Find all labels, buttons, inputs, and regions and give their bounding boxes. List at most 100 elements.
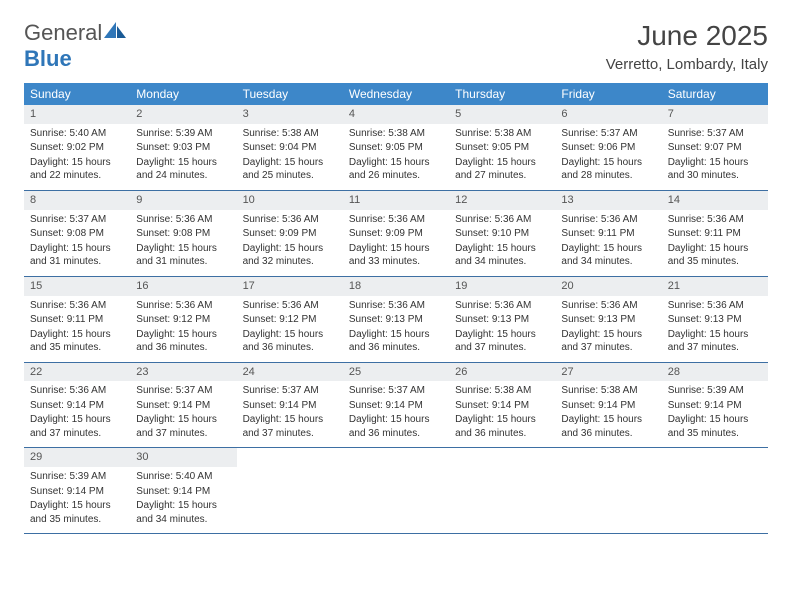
calendar-day [343,448,449,533]
daylight-line: Daylight: 15 hours and 36 minutes. [561,413,655,440]
day-details: Sunrise: 5:37 AMSunset: 9:14 PMDaylight:… [343,381,449,447]
daylight-line: Daylight: 15 hours and 35 minutes. [30,328,124,355]
title-block: June 2025 Verretto, Lombardy, Italy [606,20,768,73]
dow-header: Thursday [449,83,555,105]
calendar-day: 18Sunrise: 5:36 AMSunset: 9:13 PMDayligh… [343,277,449,362]
sunrise-line: Sunrise: 5:36 AM [243,299,337,313]
sunset-line: Sunset: 9:05 PM [349,141,443,155]
calendar-week: 8Sunrise: 5:37 AMSunset: 9:08 PMDaylight… [24,191,768,277]
sunrise-line: Sunrise: 5:36 AM [349,299,443,313]
day-number: 26 [449,363,555,382]
daylight-line: Daylight: 15 hours and 31 minutes. [30,242,124,269]
day-number: 3 [237,105,343,124]
sunset-line: Sunset: 9:13 PM [349,313,443,327]
day-number: 28 [662,363,768,382]
calendar-week: 1Sunrise: 5:40 AMSunset: 9:02 PMDaylight… [24,105,768,191]
day-number: 18 [343,277,449,296]
calendar-day [555,448,661,533]
sunset-line: Sunset: 9:09 PM [243,227,337,241]
daylight-line: Daylight: 15 hours and 27 minutes. [455,156,549,183]
calendar-day: 11Sunrise: 5:36 AMSunset: 9:09 PMDayligh… [343,191,449,276]
sunrise-line: Sunrise: 5:38 AM [561,384,655,398]
day-number: 30 [130,448,236,467]
daylight-line: Daylight: 15 hours and 22 minutes. [30,156,124,183]
calendar-week: 29Sunrise: 5:39 AMSunset: 9:14 PMDayligh… [24,448,768,534]
sunset-line: Sunset: 9:14 PM [561,399,655,413]
day-number: 23 [130,363,236,382]
sunrise-line: Sunrise: 5:36 AM [30,299,124,313]
day-details: Sunrise: 5:37 AMSunset: 9:06 PMDaylight:… [555,124,661,190]
sunset-line: Sunset: 9:04 PM [243,141,337,155]
sunset-line: Sunset: 9:14 PM [30,399,124,413]
dow-header: Saturday [662,83,768,105]
daylight-line: Daylight: 15 hours and 24 minutes. [136,156,230,183]
sunrise-line: Sunrise: 5:36 AM [136,299,230,313]
calendar-day: 26Sunrise: 5:38 AMSunset: 9:14 PMDayligh… [449,363,555,448]
daylight-line: Daylight: 15 hours and 37 minutes. [30,413,124,440]
day-number: 12 [449,191,555,210]
sunset-line: Sunset: 9:08 PM [30,227,124,241]
calendar-day: 9Sunrise: 5:36 AMSunset: 9:08 PMDaylight… [130,191,236,276]
sunset-line: Sunset: 9:12 PM [136,313,230,327]
calendar-day: 4Sunrise: 5:38 AMSunset: 9:05 PMDaylight… [343,105,449,190]
day-number: 27 [555,363,661,382]
sunset-line: Sunset: 9:13 PM [668,313,762,327]
day-details: Sunrise: 5:38 AMSunset: 9:05 PMDaylight:… [343,124,449,190]
sunset-line: Sunset: 9:13 PM [455,313,549,327]
sunrise-line: Sunrise: 5:36 AM [30,384,124,398]
day-details: Sunrise: 5:36 AMSunset: 9:13 PMDaylight:… [662,296,768,362]
day-details: Sunrise: 5:36 AMSunset: 9:10 PMDaylight:… [449,210,555,276]
calendar-day: 14Sunrise: 5:36 AMSunset: 9:11 PMDayligh… [662,191,768,276]
sunrise-line: Sunrise: 5:36 AM [561,299,655,313]
day-details: Sunrise: 5:36 AMSunset: 9:14 PMDaylight:… [24,381,130,447]
sunrise-line: Sunrise: 5:36 AM [668,299,762,313]
day-number: 25 [343,363,449,382]
sunset-line: Sunset: 9:14 PM [30,485,124,499]
day-details: Sunrise: 5:38 AMSunset: 9:04 PMDaylight:… [237,124,343,190]
logo: GeneralBlue [24,20,128,72]
calendar-day: 5Sunrise: 5:38 AMSunset: 9:05 PMDaylight… [449,105,555,190]
day-number: 15 [24,277,130,296]
sunrise-line: Sunrise: 5:37 AM [349,384,443,398]
day-details: Sunrise: 5:36 AMSunset: 9:13 PMDaylight:… [555,296,661,362]
calendar-week: 22Sunrise: 5:36 AMSunset: 9:14 PMDayligh… [24,363,768,449]
logo-word1: General [24,20,102,45]
daylight-line: Daylight: 15 hours and 35 minutes. [30,499,124,526]
day-number: 22 [24,363,130,382]
month-title: June 2025 [606,20,768,52]
calendar: SundayMondayTuesdayWednesdayThursdayFrid… [24,83,768,534]
sunset-line: Sunset: 9:11 PM [561,227,655,241]
day-details: Sunrise: 5:36 AMSunset: 9:11 PMDaylight:… [555,210,661,276]
calendar-day: 2Sunrise: 5:39 AMSunset: 9:03 PMDaylight… [130,105,236,190]
dow-header: Sunday [24,83,130,105]
day-number: 14 [662,191,768,210]
sunrise-line: Sunrise: 5:37 AM [30,213,124,227]
sunset-line: Sunset: 9:11 PM [30,313,124,327]
daylight-line: Daylight: 15 hours and 26 minutes. [349,156,443,183]
day-details: Sunrise: 5:36 AMSunset: 9:08 PMDaylight:… [130,210,236,276]
sunset-line: Sunset: 9:11 PM [668,227,762,241]
calendar-day: 16Sunrise: 5:36 AMSunset: 9:12 PMDayligh… [130,277,236,362]
sunrise-line: Sunrise: 5:36 AM [561,213,655,227]
sunrise-line: Sunrise: 5:36 AM [455,299,549,313]
day-details: Sunrise: 5:36 AMSunset: 9:11 PMDaylight:… [662,210,768,276]
day-number: 29 [24,448,130,467]
calendar-day: 13Sunrise: 5:36 AMSunset: 9:11 PMDayligh… [555,191,661,276]
day-number: 20 [555,277,661,296]
day-number: 10 [237,191,343,210]
sunrise-line: Sunrise: 5:36 AM [455,213,549,227]
header: GeneralBlue June 2025 Verretto, Lombardy… [24,20,768,73]
calendar-day: 30Sunrise: 5:40 AMSunset: 9:14 PMDayligh… [130,448,236,533]
calendar-day: 20Sunrise: 5:36 AMSunset: 9:13 PMDayligh… [555,277,661,362]
dow-header-row: SundayMondayTuesdayWednesdayThursdayFrid… [24,83,768,105]
day-number: 5 [449,105,555,124]
calendar-week: 15Sunrise: 5:36 AMSunset: 9:11 PMDayligh… [24,277,768,363]
daylight-line: Daylight: 15 hours and 34 minutes. [455,242,549,269]
sunset-line: Sunset: 9:09 PM [349,227,443,241]
daylight-line: Daylight: 15 hours and 33 minutes. [349,242,443,269]
sunset-line: Sunset: 9:05 PM [455,141,549,155]
day-details: Sunrise: 5:37 AMSunset: 9:14 PMDaylight:… [130,381,236,447]
sunrise-line: Sunrise: 5:37 AM [243,384,337,398]
daylight-line: Daylight: 15 hours and 36 minutes. [349,413,443,440]
sunrise-line: Sunrise: 5:36 AM [243,213,337,227]
